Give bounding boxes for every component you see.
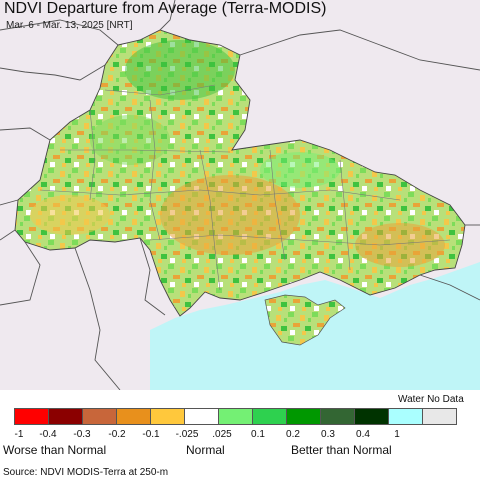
source-credit: Source: NDVI MODIS-Terra at 250-m: [3, 467, 169, 478]
legend-swatch: [354, 408, 389, 425]
legend-category-normal: Normal: [186, 443, 225, 457]
legend-swatch: [116, 408, 151, 425]
ndvi-map: [0, 0, 480, 390]
legend-swatch: [422, 408, 457, 425]
legend-swatch: [48, 408, 83, 425]
legend-swatch: [320, 408, 355, 425]
map-title: NDVI Departure from Average (Terra-MODIS…: [4, 0, 327, 17]
legend-swatch: [150, 408, 185, 425]
legend-swatch: [388, 408, 423, 425]
legend-tick: 0.1: [251, 429, 265, 440]
legend-swatch: [286, 408, 321, 425]
legend-category-worse: Worse than Normal: [3, 443, 107, 457]
legend-tick: -0.4: [39, 429, 57, 440]
ukraine-territory: [14, 29, 466, 317]
legend-swatch: [252, 408, 287, 425]
water-no-data-label: Water No Data: [398, 394, 464, 405]
legend-color-bar: [14, 408, 457, 425]
legend-swatch: [14, 408, 49, 425]
greener-regions: [90, 40, 340, 188]
legend-swatch: [82, 408, 117, 425]
legend-swatch: [184, 408, 219, 425]
crimea-peninsula: [264, 294, 346, 346]
legend-tick: 1: [394, 429, 400, 440]
legend-tick: 0.4: [356, 429, 370, 440]
legend-tick: -0.2: [108, 429, 126, 440]
legend-tick: -0.3: [73, 429, 91, 440]
legend-tick: -0.1: [142, 429, 160, 440]
legend-tick: -1: [14, 429, 24, 440]
legend-tick: .025: [212, 429, 232, 440]
legend-tick: 0.2: [286, 429, 300, 440]
legend-tick: -.025: [175, 429, 199, 440]
admin-borders: [39, 84, 451, 291]
neighbor-borders: [0, 0, 480, 390]
legend-category-better: Better than Normal: [291, 443, 392, 457]
legend-tick: 0.3: [321, 429, 335, 440]
drier-regions: [30, 175, 445, 267]
map-subtitle: Mar. 6 - Mar. 13, 2025 [NRT]: [6, 20, 133, 31]
legend-swatch: [218, 408, 253, 425]
